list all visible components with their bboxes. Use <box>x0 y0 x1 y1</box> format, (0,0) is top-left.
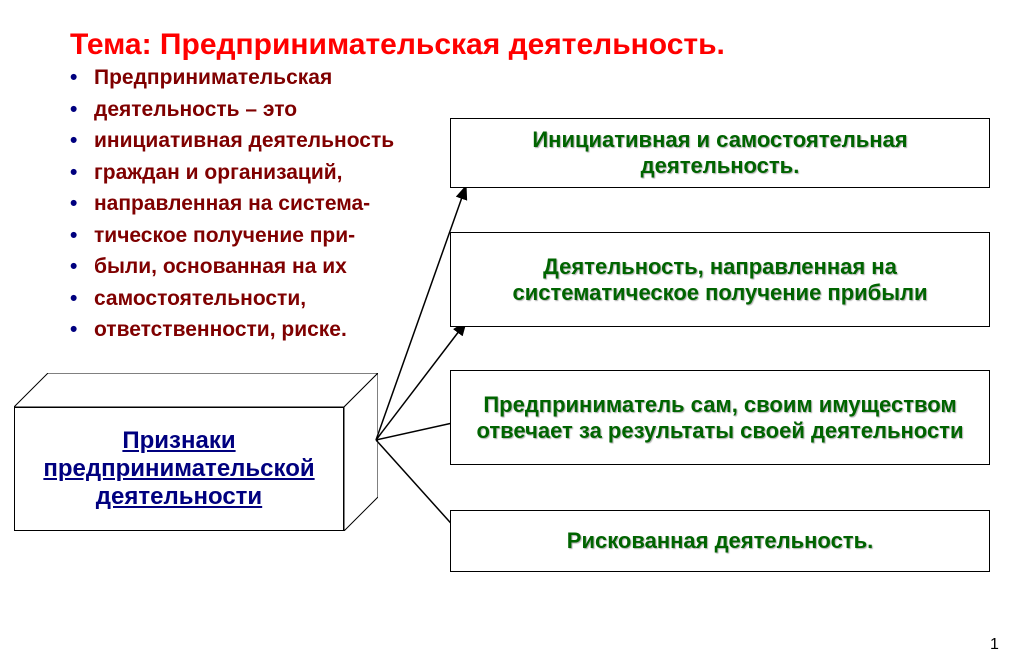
bullet-item: ответственности, риске. <box>70 314 394 346</box>
slide-title: Тема: Предпринимательская деятельность. <box>70 28 725 62</box>
target-box-label: Деятельность, направленная на систематич… <box>451 250 989 310</box>
definition-bullets: Предпринимательскаядеятельность – этоини… <box>70 62 394 346</box>
target-box: Деятельность, направленная на систематич… <box>450 232 990 327</box>
source-label-line1: Признаки <box>122 427 235 454</box>
bullet-item: граждан и организаций, <box>70 157 394 189</box>
bullet-item: тическое получение при- <box>70 220 394 252</box>
target-box: Инициативная и самостоятельная деятельно… <box>450 118 990 188</box>
target-box: Предприниматель сам, своим имуществом от… <box>450 370 990 465</box>
source-label: Признаки предпринимательской деятельност… <box>43 427 314 511</box>
source-cuboid: Признаки предпринимательской деятельност… <box>14 373 378 531</box>
target-box-label: Предприниматель сам, своим имуществом от… <box>451 388 989 448</box>
target-box-label: Инициативная и самостоятельная деятельно… <box>451 123 989 183</box>
bullet-item: деятельность – это <box>70 94 394 126</box>
target-box-label: Рискованная деятельность. <box>559 524 881 558</box>
bullet-item: Предпринимательская <box>70 62 394 94</box>
bullet-item: самостоятельности, <box>70 283 394 315</box>
source-label-line2: предпринимательской <box>43 455 314 482</box>
source-front-face: Признаки предпринимательской деятельност… <box>14 407 344 531</box>
bullet-item: были, основанная на их <box>70 251 394 283</box>
page-number: 1 <box>990 636 999 654</box>
bullet-item: направленная на система- <box>70 188 394 220</box>
source-label-line3: деятельности <box>96 483 262 510</box>
bullet-item: инициативная деятельность <box>70 125 394 157</box>
target-box: Рискованная деятельность. <box>450 510 990 572</box>
